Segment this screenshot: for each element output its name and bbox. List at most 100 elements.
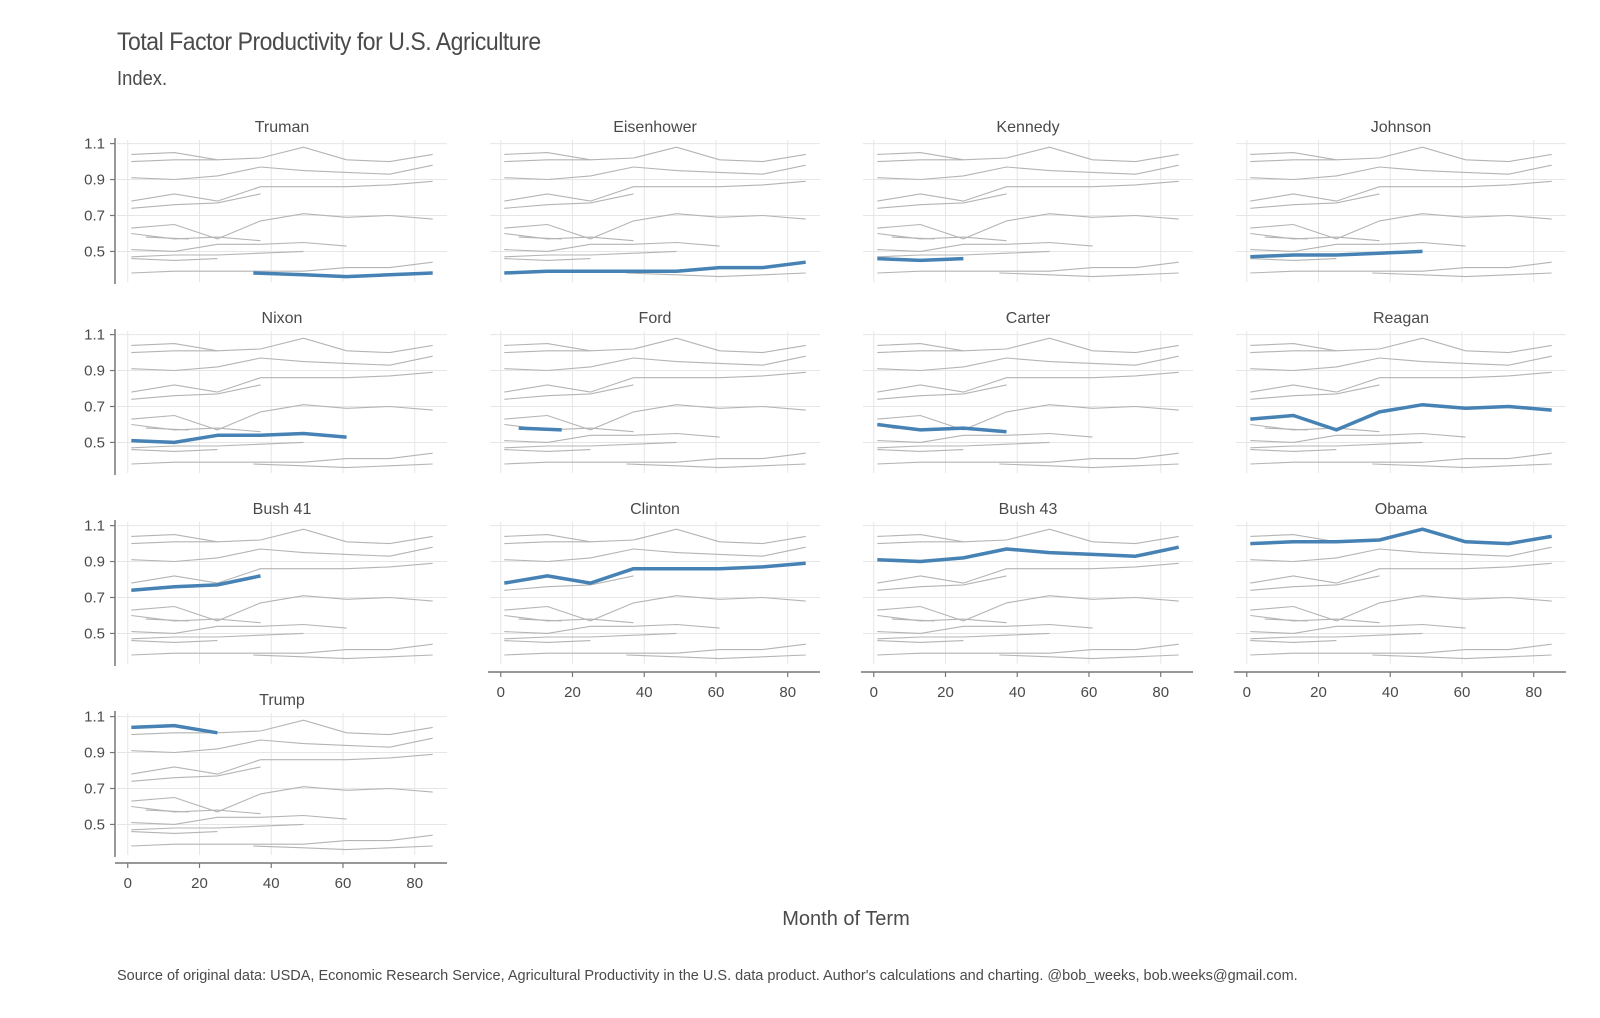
y-tick-label: 0.7 [84,780,105,797]
background-series-line [504,595,806,622]
y-tick-label: 0.9 [84,363,105,380]
background-series-line [877,534,964,543]
background-series-line [504,632,677,640]
background-series-line [253,654,433,660]
background-series-line [1372,654,1552,660]
background-series-line [253,845,433,851]
background-series-line [504,449,591,452]
panel-bush-41: Bush 41 0.5 0.7 0.9 1.1 [84,501,447,666]
background-series-line [877,449,964,452]
background-series-line [131,241,347,252]
panel-carter: Carter [863,310,1193,473]
background-series-line [504,575,634,591]
background-series-line [1250,534,1337,543]
y-tick-label: 0.9 [84,745,105,762]
background-series-line [877,623,1093,634]
highlight-series-line-kennedy [877,256,964,263]
background-series-line [504,452,806,465]
background-series-line [131,823,304,831]
background-series-line [1250,355,1552,372]
background-series-line [131,164,433,181]
background-series-line [131,595,433,622]
panel-ford: Ford [490,310,820,473]
x-tick-label: 80 [1152,684,1169,701]
x-tick-label: 0 [870,684,878,701]
background-series-line [877,355,1179,372]
background-series-line [131,371,433,393]
background-series-line [131,562,433,584]
panel-title: Eisenhower [613,119,697,136]
background-series-line [1250,614,1380,624]
background-series-line [131,152,218,161]
background-series-line [877,232,1007,242]
background-series-line [877,250,1050,258]
background-series-line [1250,213,1552,240]
background-series-line [1250,193,1380,209]
highlight-series-line-bush-41 [131,574,261,593]
x-tick-label: 80 [779,684,796,701]
x-tick-label: 20 [937,684,954,701]
background-series-line [131,404,433,431]
background-series-line [877,632,1050,640]
highlight-series-line-truman [253,271,433,279]
x-tick-label: 0 [124,875,132,892]
background-series-line [877,193,1007,209]
background-series-line [877,441,1050,449]
background-series-line [131,261,433,274]
panel-title: Johnson [1371,119,1432,136]
background-series-line [877,643,1179,656]
background-series-line [626,654,806,660]
y-tick-label: 0.7 [84,589,105,606]
panel-truman: Truman 0.5 0.7 0.9 1.1 [84,119,447,284]
background-series-line [504,213,806,240]
background-series-line [504,193,634,209]
x-tick-label: 60 [1454,684,1471,701]
panel-reagan: Reagan [1236,310,1566,473]
background-series-line [504,250,677,258]
background-series-line [504,232,634,242]
background-series-line [504,546,806,563]
y-tick-label: 0.5 [84,243,105,260]
highlight-series-line-obama [1250,527,1552,546]
panel-title: Ford [639,310,672,327]
background-series-line [877,164,1179,181]
background-series-line [1250,575,1380,591]
background-series-line [131,766,261,782]
background-series-line [504,404,806,431]
highlight-series-line-clinton [504,561,806,585]
panel-title: Bush 41 [253,501,312,518]
background-series-line [504,146,806,163]
background-series-line [131,643,433,656]
background-series-line [131,834,433,847]
y-tick-label: 0.7 [84,398,105,415]
background-series-line [504,180,806,202]
panel-title: Reagan [1373,310,1429,327]
background-series-line [877,575,1007,591]
background-series-line [131,831,218,834]
background-series-line [877,180,1179,202]
background-series-line [1250,562,1552,584]
background-series-line [999,463,1179,469]
background-series-line [504,432,720,443]
background-series-line [504,534,591,543]
background-series-line [504,528,806,545]
panel-title: Kennedy [996,119,1059,136]
panel-title: Obama [1375,501,1428,518]
background-series-line [131,640,218,643]
background-series-line [877,614,1007,624]
background-series-line [1250,643,1552,656]
background-series-line [877,337,1179,354]
x-tick-label: 60 [708,684,725,701]
background-series-line [626,463,806,469]
background-series-line [877,146,1179,163]
x-tick-label: 0 [497,684,505,701]
background-series-line [1250,371,1552,393]
background-series-line [1250,261,1552,274]
background-series-line [1250,595,1552,622]
x-tick-label: 20 [191,875,208,892]
x-tick-label: 20 [1310,684,1327,701]
panel-kennedy: Kennedy [863,119,1193,282]
background-series-line [877,452,1179,465]
panel-nixon: Nixon 0.5 0.7 0.9 1.1 [84,310,447,475]
background-series-line [504,355,806,372]
